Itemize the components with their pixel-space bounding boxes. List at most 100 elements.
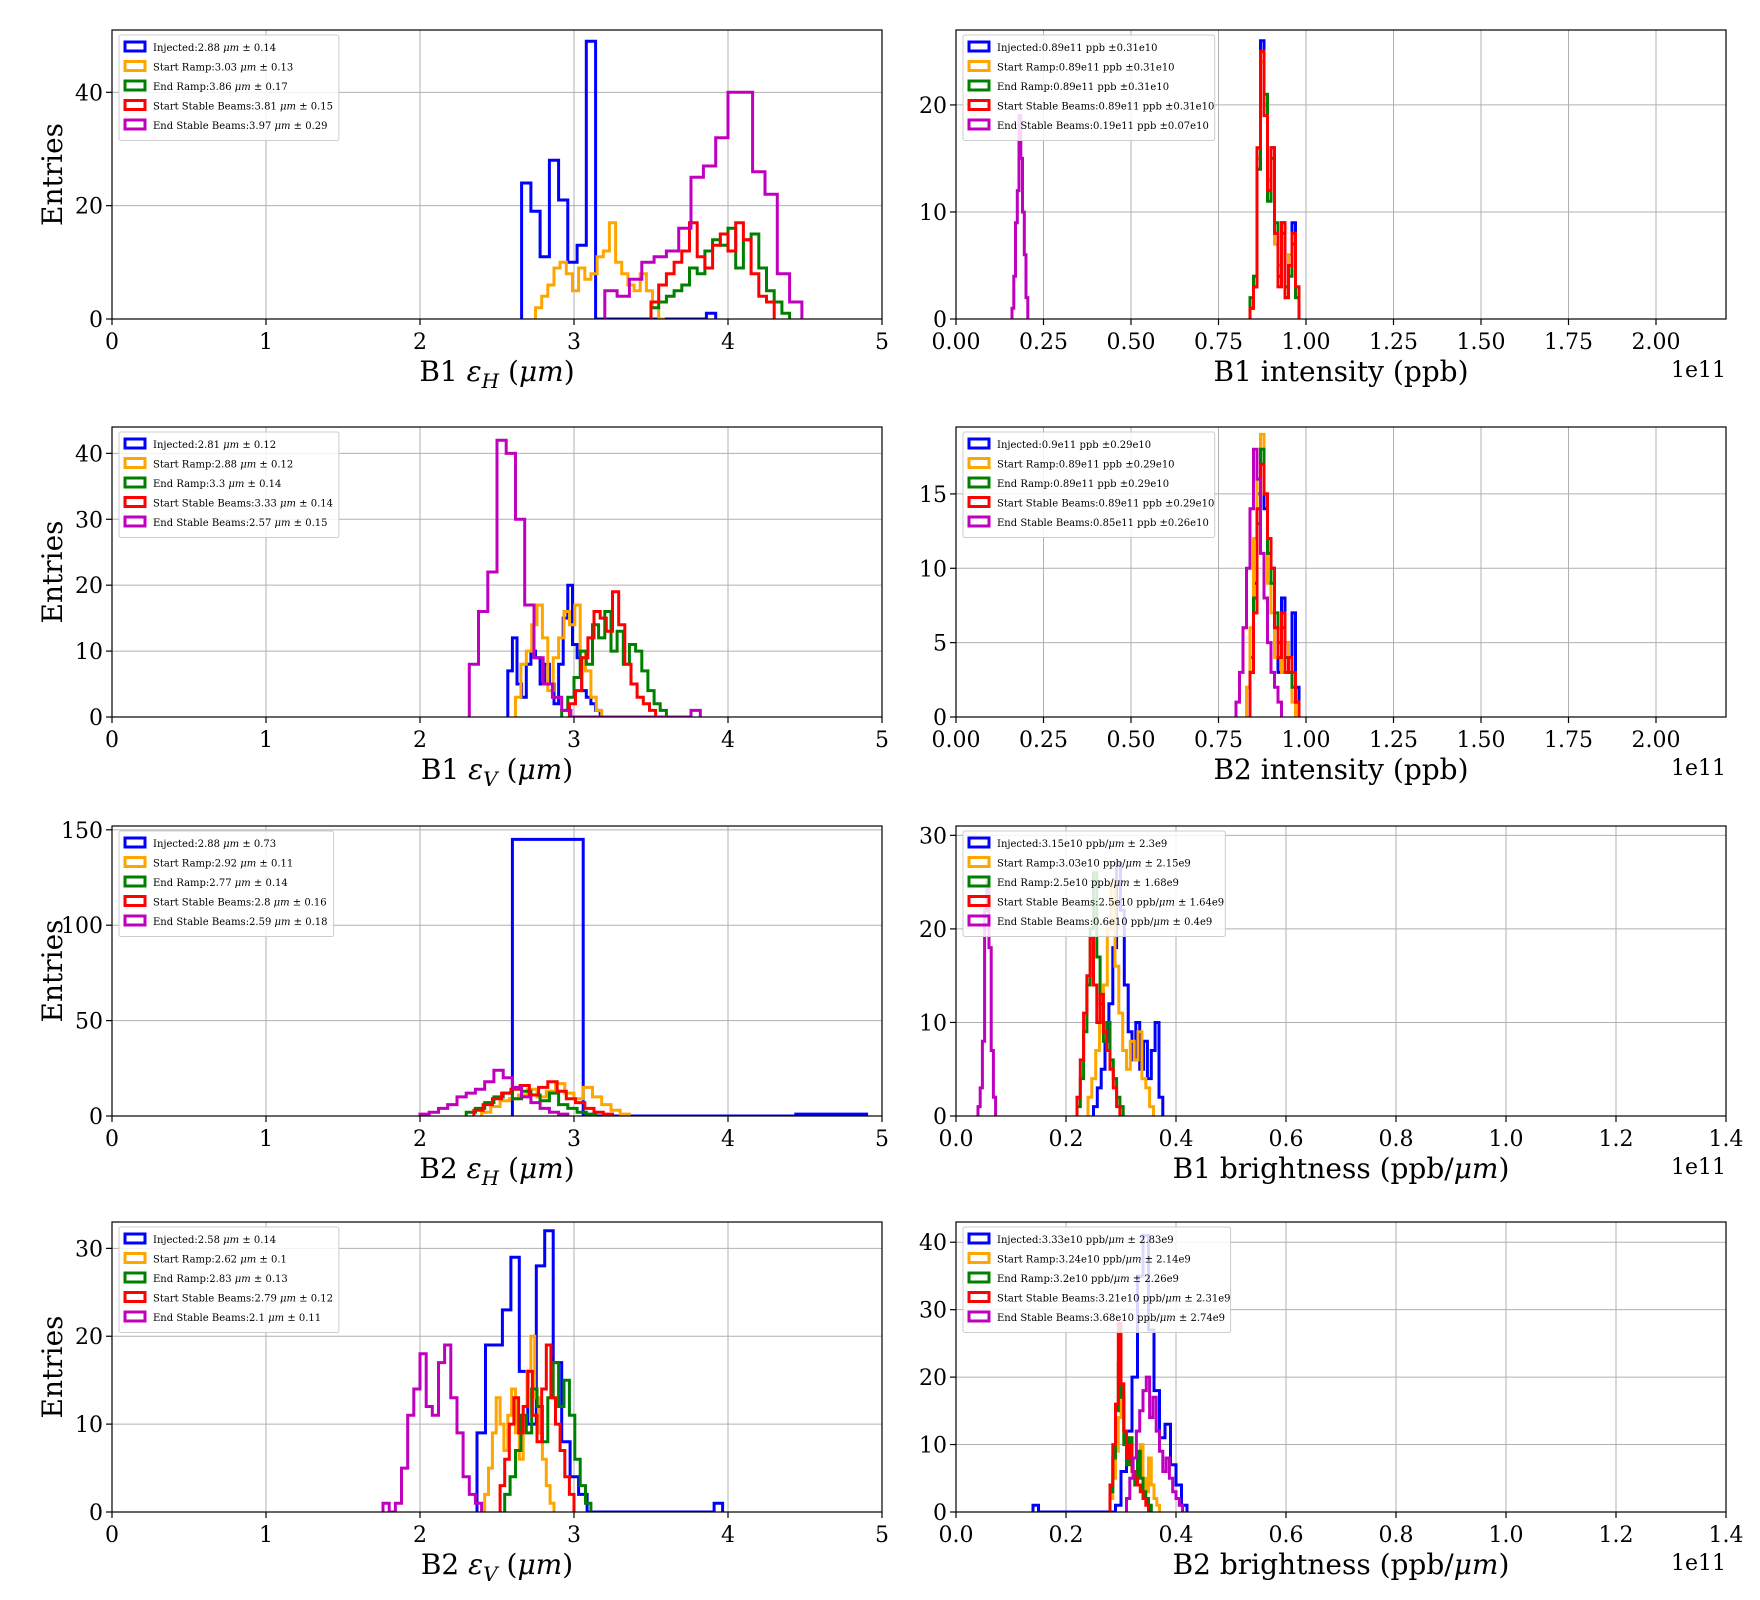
legend-swatch bbox=[967, 1291, 991, 1303]
x-tick-label: 0 bbox=[105, 330, 119, 355]
x-tick-label: 5 bbox=[875, 1523, 889, 1548]
x-tick-label: 4 bbox=[721, 330, 735, 355]
y-tick-label: 0 bbox=[89, 1105, 103, 1130]
histogram-series-injected bbox=[506, 583, 614, 717]
x-axis-label: B2 brightness (ppb/μm) bbox=[1173, 1548, 1510, 1581]
legend-swatch bbox=[967, 99, 991, 111]
histogram-series-injected bbox=[520, 39, 718, 319]
legend-entry: Start Stable Beams:3.81 μm ± 0.15 bbox=[153, 102, 333, 113]
legend-swatch bbox=[123, 856, 147, 868]
x-tick-label: 0.50 bbox=[1107, 728, 1156, 753]
legend-swatch bbox=[967, 515, 991, 528]
legend-swatch bbox=[123, 836, 147, 849]
y-tick-label: 40 bbox=[75, 442, 103, 467]
legend-entry: End Stable Beams:3.68e10 ppb/μm ± 2.74e9 bbox=[997, 1313, 1225, 1324]
legend-entry: Start Ramp:0.89e11 ppb ±0.29e10 bbox=[997, 460, 1175, 471]
y-tick-label: 150 bbox=[61, 819, 103, 844]
y-tick-label: 10 bbox=[919, 1434, 947, 1459]
x-tick-label: 2.00 bbox=[1632, 330, 1681, 355]
legend-swatch bbox=[123, 496, 147, 508]
legend-swatch bbox=[123, 476, 147, 489]
y-tick-label: 0 bbox=[89, 308, 103, 333]
axes-frame bbox=[955, 426, 1727, 718]
legend-swatch bbox=[123, 515, 147, 528]
y-tick-label: 0 bbox=[89, 706, 103, 731]
x-tick-label: 2 bbox=[413, 1127, 427, 1152]
histogram-series-start-stable-beams bbox=[1108, 1321, 1150, 1512]
legend-entry: End Ramp:3.86 μm ± 0.17 bbox=[153, 82, 288, 93]
legend-swatch bbox=[123, 79, 147, 92]
y-tick-label: 20 bbox=[75, 574, 103, 599]
y-tick-label: 5 bbox=[933, 632, 947, 657]
legend-entry: End Ramp:2.83 μm ± 0.13 bbox=[153, 1274, 288, 1285]
legend: Injected:0.89e11 ppb ±0.31e10 Start Ramp:… bbox=[962, 34, 1216, 141]
legend-swatch bbox=[123, 457, 147, 469]
x-tick-label: 1.25 bbox=[1369, 330, 1418, 355]
y-tick-label: 10 bbox=[75, 1413, 103, 1438]
legend-entry: End Ramp:2.5e10 ppb/μm ± 1.68e9 bbox=[997, 878, 1179, 889]
legend-entry: Start Stable Beams:3.21e10 ppb/μm ± 2.31… bbox=[997, 1294, 1231, 1305]
y-tick-label: 20 bbox=[919, 1366, 947, 1391]
x-tick-label: 1.75 bbox=[1544, 728, 1593, 753]
axis-offset-text: 1e11 bbox=[1671, 756, 1726, 781]
axes-frame bbox=[955, 29, 1727, 320]
legend-entry: Start Ramp:3.03 μm ± 0.13 bbox=[153, 63, 293, 74]
legend-swatch bbox=[967, 1271, 991, 1284]
histogram-series-start-stable-beams bbox=[472, 1080, 614, 1116]
x-tick-label: 0.25 bbox=[1019, 728, 1068, 753]
x-tick-label: 1.0 bbox=[1489, 1523, 1524, 1548]
y-tick-label: 0 bbox=[933, 1501, 947, 1526]
y-tick-label: 20 bbox=[919, 918, 947, 943]
y-tick-label: 10 bbox=[919, 201, 947, 226]
legend-entry: End Ramp:0.89e11 ppb ±0.29e10 bbox=[997, 479, 1169, 490]
axes-frame bbox=[111, 29, 883, 320]
x-tick-label: 0.6 bbox=[1269, 1127, 1304, 1152]
y-tick-label: 10 bbox=[919, 557, 947, 582]
legend-swatch bbox=[967, 856, 991, 868]
y-tick-label: 30 bbox=[75, 1237, 103, 1262]
x-tick-label: 5 bbox=[875, 330, 889, 355]
legend-entry: End Stable Beams:2.57 μm ± 0.15 bbox=[153, 518, 328, 529]
y-tick-label: 50 bbox=[75, 1010, 103, 1035]
legend-box bbox=[118, 34, 340, 141]
x-tick-label: 1 bbox=[259, 1127, 273, 1152]
histogram-series-injected bbox=[475, 1229, 725, 1512]
legend-entry: End Stable Beams:3.97 μm ± 0.29 bbox=[153, 121, 328, 132]
x-tick-label: 1.50 bbox=[1457, 728, 1506, 753]
histogram-series-start-stable-beams bbox=[567, 590, 658, 717]
x-tick-label: 0.0 bbox=[939, 1127, 974, 1152]
y-tick-label: 10 bbox=[75, 640, 103, 665]
legend-entry: Start Ramp:3.24e10 ppb/μm ± 2.14e9 bbox=[997, 1255, 1191, 1266]
x-axis-label: B2 εV (μm) bbox=[421, 1548, 573, 1586]
histogram-series-injected bbox=[1092, 861, 1165, 1116]
legend-entry: End Stable Beams:0.6e10 ppb/μm ± 0.4e9 bbox=[997, 917, 1212, 928]
legend-entry: End Ramp:0.89e11 ppb ±0.31e10 bbox=[997, 82, 1169, 93]
legend: Injected:2.81 μm ± 0.12 Start Ramp:2.88 μ… bbox=[118, 431, 340, 538]
x-tick-label: 0.75 bbox=[1194, 728, 1243, 753]
legend-swatch bbox=[123, 60, 147, 72]
y-tick-label: 20 bbox=[75, 195, 103, 220]
x-tick-label: 1.4 bbox=[1709, 1523, 1744, 1548]
legend-entry: Injected:2.81 μm ± 0.12 bbox=[153, 440, 276, 451]
x-tick-label: 3 bbox=[567, 330, 581, 355]
legend-swatch bbox=[967, 875, 991, 888]
legend: Injected:0.9e11 ppb ±0.29e10 Start Ramp:0… bbox=[962, 431, 1216, 538]
legend-entry: Start Ramp:2.62 μm ± 0.1 bbox=[153, 1255, 287, 1266]
x-tick-label: 2 bbox=[413, 728, 427, 753]
x-tick-label: 0.4 bbox=[1159, 1127, 1194, 1152]
x-tick-label: 1 bbox=[259, 330, 273, 355]
histogram-series-start-ramp bbox=[1086, 880, 1155, 1116]
x-tick-label: 1.50 bbox=[1457, 330, 1506, 355]
legend-swatch bbox=[967, 40, 991, 53]
legend-entry: Injected:3.15e10 ppb/μm ± 2.3e9 bbox=[997, 839, 1167, 850]
legend-box bbox=[118, 431, 340, 538]
x-tick-label: 1.25 bbox=[1369, 728, 1418, 753]
legend-box bbox=[962, 1226, 1232, 1333]
legend-swatch bbox=[967, 1310, 991, 1323]
x-tick-label: 2 bbox=[413, 1523, 427, 1548]
axes-frame bbox=[111, 825, 883, 1117]
x-tick-label: 3 bbox=[567, 1127, 581, 1152]
legend-entry: Injected:2.88 μm ± 0.14 bbox=[153, 43, 276, 54]
chart-b2-ev: 0 1 2 3 4 5 0 10 20 30 B2 εV (μm) Entries Injected:2… bbox=[36, 1221, 889, 1586]
x-tick-label: 0.2 bbox=[1049, 1523, 1084, 1548]
